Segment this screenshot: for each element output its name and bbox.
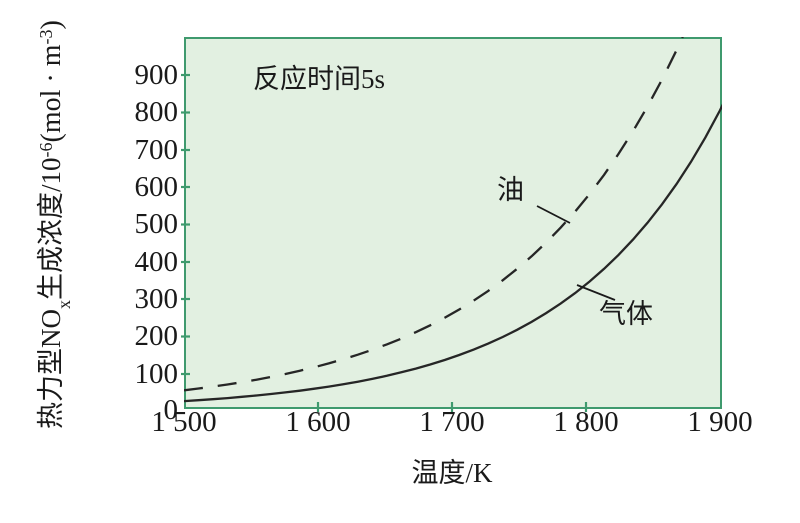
svg-text:700: 700	[135, 134, 179, 166]
svg-text:400: 400	[135, 246, 179, 278]
svg-text:800: 800	[135, 96, 179, 128]
svg-text:300: 300	[135, 283, 179, 315]
svg-text:500: 500	[135, 208, 179, 240]
svg-text:1 500: 1 500	[151, 406, 216, 438]
svg-text:1 900: 1 900	[687, 406, 752, 438]
svg-text:100: 100	[135, 358, 179, 390]
svg-text:600: 600	[135, 171, 179, 203]
svg-text:气体: 气体	[599, 299, 653, 329]
svg-text:1 600: 1 600	[285, 406, 350, 438]
svg-text:热力型NOx生成浓度/10-6(mol · m-3): 热力型NOx生成浓度/10-6(mol · m-3)	[36, 20, 74, 429]
svg-text:200: 200	[135, 320, 179, 352]
svg-text:1 700: 1 700	[419, 406, 484, 438]
svg-text:油: 油	[497, 175, 524, 205]
svg-text:900: 900	[135, 59, 179, 91]
svg-text:反应时间5s: 反应时间5s	[253, 64, 385, 94]
svg-text:温度/K: 温度/K	[412, 458, 494, 488]
svg-text:1 800: 1 800	[553, 406, 618, 438]
